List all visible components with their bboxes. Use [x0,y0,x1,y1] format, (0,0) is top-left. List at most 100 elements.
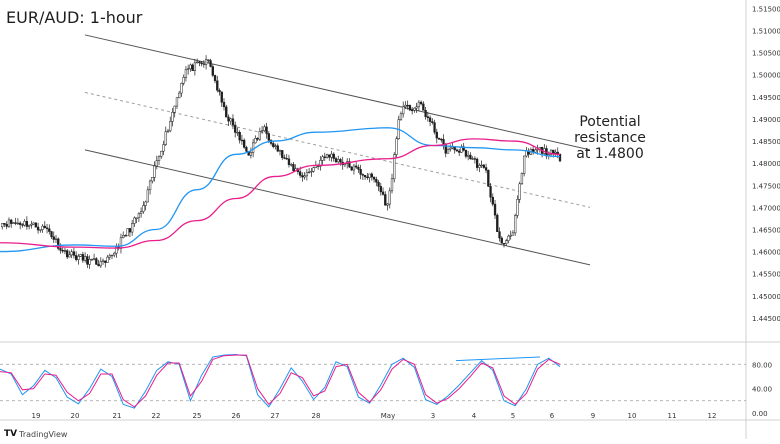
candle-body [45,227,49,230]
candle-body [7,219,11,227]
candle-body [225,106,228,118]
candle-body [240,139,244,142]
candle-body [166,130,170,133]
candle-body [171,111,174,122]
time-tick-label: 26 [232,412,241,420]
candle-body [155,160,158,167]
candle-body [339,159,342,163]
candle-body [180,83,183,94]
candle-body [368,173,371,178]
candle-body [395,138,398,155]
candle-body [243,139,246,148]
candle-body [77,256,80,260]
candle-body [424,110,427,117]
time-tick-label: 11 [668,412,677,420]
candle-body [312,167,315,172]
candle-body [406,104,409,107]
candle-body [43,225,46,229]
candle-body [292,164,295,172]
candle-body [61,250,64,252]
candle-body [449,147,452,150]
candle-body [299,171,302,176]
tradingview-icon: TV [4,429,18,439]
time-axis: 19 20 21 22 25 26 27 28 May 3 4 5 6 9 10 11 12 [32,412,717,420]
channel-upper-line [84,34,591,151]
price-tick-label: 1.49500 [752,94,780,102]
candle-body [337,159,340,163]
candle-body [90,258,93,261]
candle-body [66,250,69,258]
candle-body [467,154,470,157]
candle-body [328,154,331,158]
candle-body [334,158,338,163]
candle-body [182,77,185,84]
candle-body [184,69,188,78]
candle-body [99,261,102,267]
candle-body [178,92,181,98]
candle-body [106,256,109,263]
candle-body [119,237,123,249]
candle-body [366,176,369,178]
candle-body [419,101,423,105]
candle-body [496,214,499,232]
oscillator-line-pink [0,354,561,408]
candle-body [272,143,275,147]
price-tick-label: 1.45500 [752,271,780,279]
divergence-line [455,356,541,362]
candle-body [502,243,506,245]
time-tick-label: 9 [591,412,595,420]
candle-body [278,150,282,152]
candle-body [238,132,241,141]
price-tick-label: 1.50500 [752,50,780,58]
candle-body [507,235,510,241]
time-tick-label: 6 [550,412,555,420]
oscillator-tick-label: 0.00 [752,410,768,418]
time-tick-label: May [381,412,395,420]
candle-body [482,164,485,168]
candle-body [48,228,51,232]
candle-body [265,126,268,134]
candle-body [204,59,208,65]
oscillator-tick-label: 80.00 [752,361,772,369]
price-tick-label: 1.48000 [752,160,780,168]
candle-body [39,229,42,231]
candle-body [549,149,553,155]
resistance-annotation: Potential resistance at 1.4800 [558,114,662,162]
candle-body [101,260,105,262]
candle-body [142,205,145,212]
candle-body [207,59,210,61]
candle-body [63,250,67,252]
price-tick-label: 1.51000 [752,28,780,36]
candle-body [191,64,194,71]
candle-body [274,145,277,147]
candle-body [323,156,326,158]
candle-body [128,228,132,233]
candle-body [473,158,477,160]
candle-body [139,211,143,214]
candle-body [227,116,230,122]
candle-body [332,153,335,159]
candle-body [290,164,293,166]
candle-body [251,142,255,153]
candle-body [433,122,436,133]
candle-body [307,171,311,174]
candle-body [173,105,176,113]
time-tick-label: 5 [511,412,515,420]
candle-body [131,223,134,233]
price-tick-label: 1.44500 [752,315,780,323]
candle-body [57,238,60,249]
candle-body [399,113,403,120]
candle-body [498,231,501,239]
candle-body [372,176,376,180]
candle-body [41,225,44,230]
candle-body [200,62,203,64]
candle-body [514,215,517,234]
candle-body [404,104,407,107]
candle-body [97,264,100,267]
candle-body [209,60,212,67]
candle-body [388,190,391,205]
candle-body [218,90,221,93]
candle-body [523,155,526,174]
candle-body [86,256,89,265]
candle-body [475,158,479,168]
